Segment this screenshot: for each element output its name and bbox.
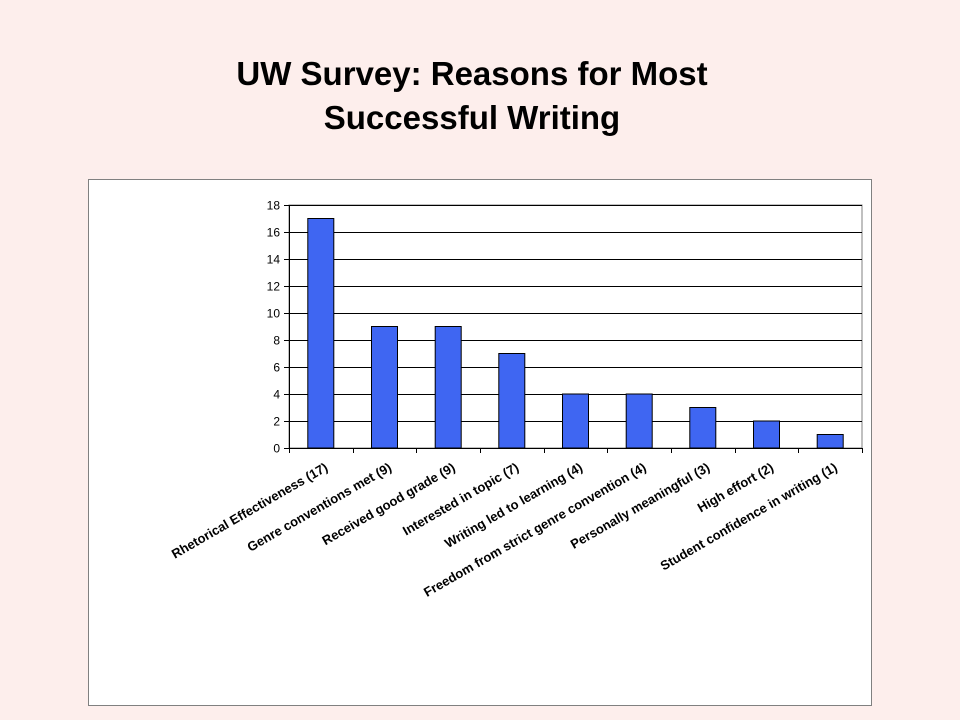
bar-chart: 0 2 4 6 8 10 12 14 16 18 Rhetorical Effectiveness… [169,199,863,600]
bar [816,434,844,449]
bar [434,326,462,449]
slide-title-line-1: UW Survey: Reasons for Most [236,55,708,92]
slide-title-line-2: Successful Writing [323,99,621,136]
y-tick-label: 4 [273,388,280,402]
bar [625,393,653,449]
x-axis-labels: Rhetorical Effectiveness (17)Genre conve… [169,460,840,600]
y-tick-label: 14 [267,253,281,267]
bars [307,218,844,449]
slide-title: UW Survey: Reasons for Most Successful W… [0,52,944,140]
y-tick-label: 8 [273,334,280,348]
bar [562,393,589,449]
y-tick-label: 16 [267,226,281,240]
y-tick-label: 6 [273,361,280,375]
bar [307,218,335,449]
bar [371,326,398,449]
chart-frame: 0 2 4 6 8 10 12 14 16 18 Rhetorical Effectiveness… [88,179,872,706]
axes [289,205,863,453]
y-tick-label: 12 [267,280,281,294]
y-tick-label: 18 [267,199,281,213]
y-tick-label: 10 [267,307,281,321]
bar [498,353,526,449]
bar [753,420,780,449]
y-tick-label: 2 [273,415,280,429]
bar [689,407,717,449]
y-tick-label: 0 [273,442,280,456]
y-axis-ticks: 0 2 4 6 8 10 12 14 16 18 [267,199,289,456]
